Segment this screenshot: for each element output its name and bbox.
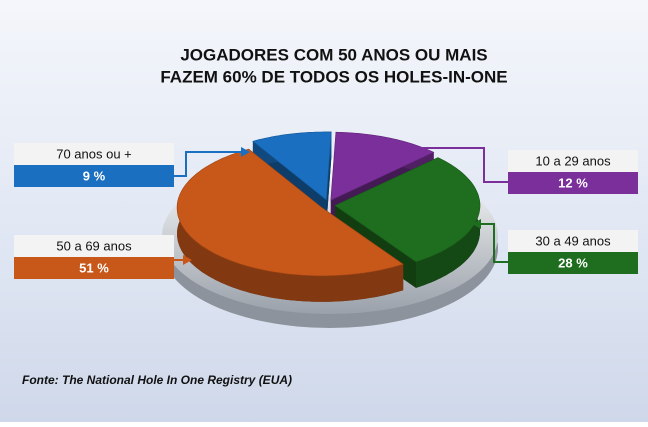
chart-title: FAZEM 60% DE TODOS OS HOLES-IN-ONE xyxy=(160,67,507,86)
callout-line xyxy=(157,259,186,269)
category-label: 30 a 49 anos xyxy=(535,233,611,248)
callout-arrowhead xyxy=(394,143,403,153)
slice xyxy=(252,131,332,201)
value-label: 28 % xyxy=(558,255,588,270)
value-box xyxy=(508,172,638,194)
chart-title: JOGADORES COM 50 ANOS OU MAIS xyxy=(180,45,487,64)
value-box xyxy=(508,252,638,274)
callout-arrowhead xyxy=(241,147,250,157)
callout-line xyxy=(400,147,508,183)
label-box xyxy=(14,235,174,257)
label-box xyxy=(508,230,638,252)
value-label: 51 % xyxy=(79,260,109,275)
pie xyxy=(176,131,481,302)
slice-side xyxy=(177,149,404,302)
value-label: 9 % xyxy=(83,168,106,183)
callout-arrowhead xyxy=(183,255,192,265)
slice xyxy=(334,157,481,263)
category-label: 10 a 29 anos xyxy=(535,153,611,168)
callout-arrowhead xyxy=(472,219,481,229)
label-box xyxy=(508,150,638,172)
labels: 10 a 29 anos 12 % 30 a 49 anos 28 % 50 a 69 … xyxy=(14,143,638,279)
callout-line xyxy=(478,223,508,263)
source-note: Fonte: The National Hole In One Registry… xyxy=(22,373,292,387)
label-box xyxy=(14,143,174,165)
category-label: 70 anos ou + xyxy=(56,146,132,161)
value-box xyxy=(14,165,174,187)
category-label: 50 a 69 anos xyxy=(56,238,132,253)
value-box xyxy=(14,257,174,279)
slice xyxy=(176,148,404,277)
value-label: 12 % xyxy=(558,175,588,190)
callout-line xyxy=(174,151,244,177)
